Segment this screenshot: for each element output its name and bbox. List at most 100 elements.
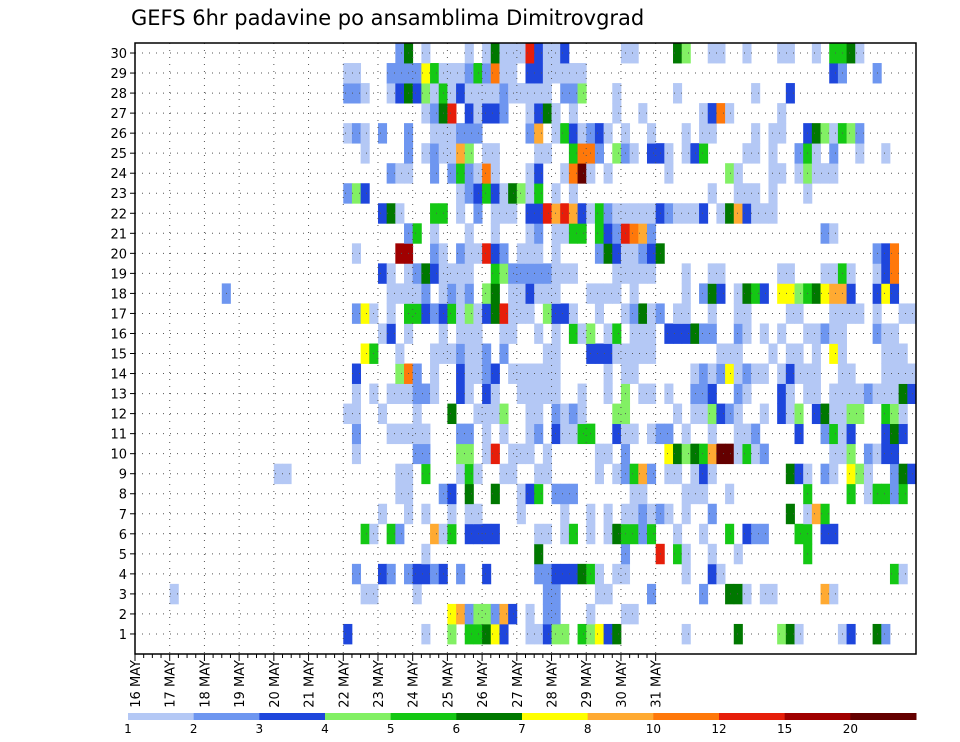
heatmap-cell [664,383,674,404]
heatmap-cell [603,243,613,264]
heatmap-cell [534,623,544,645]
heatmap-cell [742,143,752,164]
heatmap-cell [490,283,500,304]
heatmap-cell [603,623,613,645]
heatmap-cell [881,263,891,284]
heatmap-cell [516,43,526,64]
heatmap-cell [551,483,561,505]
heatmap-cell [542,563,552,585]
heatmap-cell [846,283,856,304]
heatmap-cell [560,503,570,525]
heatmap-cell [577,143,587,164]
heatmap-cell [499,103,509,124]
heatmap-cell [577,163,587,184]
heatmap-cell [603,363,613,384]
y-tick-label: 11 [110,428,127,443]
heatmap-cell [447,483,457,505]
heatmap-cell [447,123,457,144]
heatmap-cell [464,163,474,184]
heatmap-cell [638,523,648,545]
heatmap-cell [681,203,691,224]
heatmap-cell [725,203,735,224]
heatmap-cell [551,423,561,445]
heatmap-cell [681,263,691,284]
y-tick-label: 14 [110,368,127,383]
heatmap-cell [560,523,570,545]
heatmap-cell [377,563,388,585]
heatmap-cell [820,123,830,144]
heatmap-cell [456,123,466,144]
heatmap-cell [855,383,865,404]
heatmap-cell [612,263,622,284]
heatmap-cell [482,303,492,324]
heatmap-cell [612,323,622,344]
heatmap-cell [794,403,804,425]
heatmap-cell [638,323,648,344]
heatmap-cell [464,123,474,144]
heatmap-cell [534,143,544,164]
heatmap-cell [820,463,830,485]
heatmap-cell [473,243,483,264]
x-tick-label: 28 MAY [546,660,561,708]
heatmap-cell [534,63,544,84]
heatmap-cell [889,383,900,404]
heatmap-cell [716,283,726,304]
heatmap-cell [603,503,613,525]
heatmap-cell [907,463,917,485]
heatmap-cell [568,123,578,144]
colorbar-segment [850,713,917,720]
heatmap-cell [646,203,657,224]
heatmap-cell [742,303,752,324]
heatmap-cell [725,163,735,184]
colorbar-label: 20 [843,722,858,736]
heatmap-cell [482,83,492,104]
heatmap-cell [629,363,639,384]
heatmap-cell [386,303,396,324]
heatmap-cell [725,583,735,605]
heatmap-cell [646,323,657,344]
heatmap-cell [525,63,535,84]
heatmap-cell [421,63,431,84]
heatmap-cell [751,283,761,304]
heatmap-cell [777,323,787,344]
heatmap-cell [560,203,570,224]
heatmap-cell [612,83,622,104]
heatmap-cell [508,363,518,384]
heatmap-cell [490,163,500,184]
heatmap-cell [855,123,865,144]
heatmap-cell [516,283,526,304]
heatmap-cell [456,323,466,344]
heatmap-cell [499,183,509,204]
colorbar-label: 15 [777,722,792,736]
heatmap-cell [673,83,683,104]
x-tick-label: 16 MAY [129,660,144,708]
heatmap-cell [490,603,500,625]
heatmap-cell [707,43,717,64]
heatmap-cell [811,343,821,364]
heatmap-cell [508,63,518,84]
heatmap-cell [386,423,396,445]
heatmap-cell [846,123,856,144]
heatmap-cell [829,223,839,244]
heatmap-cell [846,423,856,445]
heatmap-cell [673,43,683,64]
heatmap-cell [881,623,891,645]
heatmap-cell [612,343,622,364]
heatmap-cell [377,323,388,344]
heatmap-cell [829,63,839,84]
heatmap-cell [629,43,639,64]
heatmap-cell [733,583,743,605]
heatmap-cell [794,343,804,364]
heatmap-cell [551,563,561,585]
heatmap-cell [456,283,466,304]
heatmap-cell [395,463,405,485]
heatmap-cell [525,283,535,304]
heatmap-cell [490,43,500,64]
heatmap-cell [629,243,639,264]
heatmap-cell [560,623,570,645]
heatmap-cell [386,383,396,404]
heatmap-cell [707,383,717,404]
heatmap-cell [568,143,578,164]
y-tick-label: 3 [119,588,127,603]
